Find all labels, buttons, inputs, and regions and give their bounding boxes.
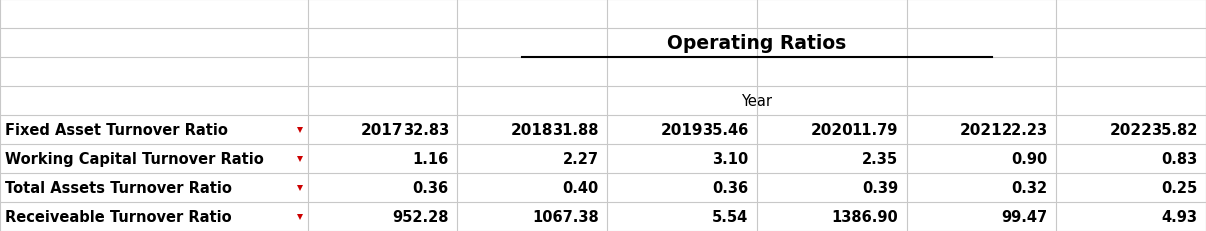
Text: 2021: 2021 bbox=[960, 122, 1002, 137]
Text: 0.90: 0.90 bbox=[1012, 151, 1048, 166]
Text: Total Assets Turnover Ratio: Total Assets Turnover Ratio bbox=[5, 180, 232, 195]
Text: 35.82: 35.82 bbox=[1152, 122, 1198, 137]
Text: Fixed Asset Turnover Ratio: Fixed Asset Turnover Ratio bbox=[5, 122, 228, 137]
Text: 22.23: 22.23 bbox=[1002, 122, 1048, 137]
Text: 2.27: 2.27 bbox=[562, 151, 598, 166]
Text: 2017: 2017 bbox=[361, 122, 404, 137]
Text: Receiveable Turnover Ratio: Receiveable Turnover Ratio bbox=[5, 209, 232, 224]
Text: 0.25: 0.25 bbox=[1161, 180, 1198, 195]
Text: 4.93: 4.93 bbox=[1161, 209, 1198, 224]
Text: Operating Ratios: Operating Ratios bbox=[667, 34, 847, 53]
Text: 2018: 2018 bbox=[511, 122, 554, 137]
Text: 5.54: 5.54 bbox=[712, 209, 748, 224]
Text: 11.79: 11.79 bbox=[851, 122, 898, 137]
Text: 2019: 2019 bbox=[661, 122, 703, 137]
Text: 35.46: 35.46 bbox=[702, 122, 748, 137]
Text: 0.32: 0.32 bbox=[1012, 180, 1048, 195]
Text: Working Capital Turnover Ratio: Working Capital Turnover Ratio bbox=[5, 151, 264, 166]
Text: 3.10: 3.10 bbox=[712, 151, 748, 166]
Text: 1.16: 1.16 bbox=[412, 151, 449, 166]
Text: 2020: 2020 bbox=[810, 122, 853, 137]
Text: 31.88: 31.88 bbox=[552, 122, 598, 137]
Text: 1386.90: 1386.90 bbox=[831, 209, 898, 224]
Text: Year: Year bbox=[742, 94, 772, 109]
Text: 32.83: 32.83 bbox=[403, 122, 449, 137]
Text: 99.47: 99.47 bbox=[1002, 209, 1048, 224]
Text: 0.36: 0.36 bbox=[412, 180, 449, 195]
Text: 0.40: 0.40 bbox=[562, 180, 598, 195]
Text: 952.28: 952.28 bbox=[392, 209, 449, 224]
Text: 2022: 2022 bbox=[1110, 122, 1153, 137]
Text: 2.35: 2.35 bbox=[862, 151, 898, 166]
Text: 0.39: 0.39 bbox=[862, 180, 898, 195]
Text: 1067.38: 1067.38 bbox=[532, 209, 598, 224]
Text: 0.83: 0.83 bbox=[1161, 151, 1198, 166]
Text: 0.36: 0.36 bbox=[713, 180, 748, 195]
